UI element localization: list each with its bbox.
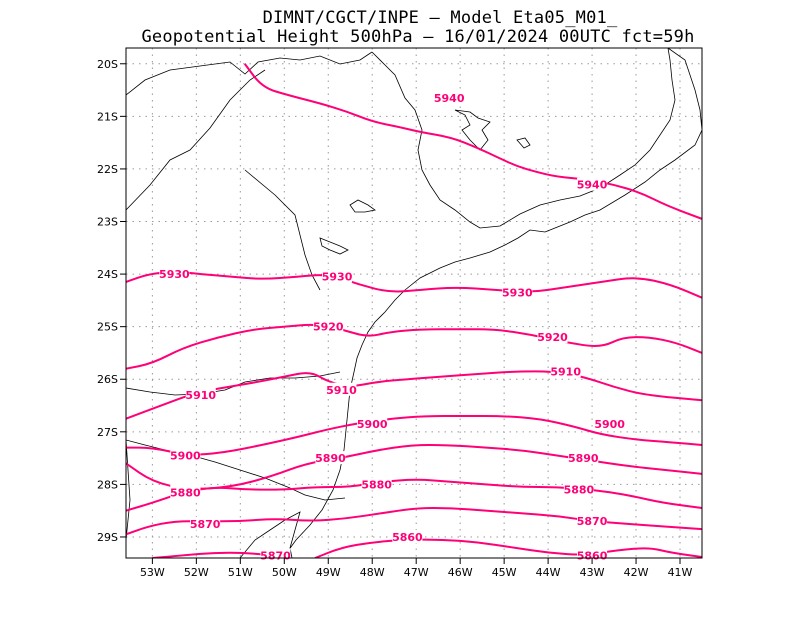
contour-label-5920: 5920 xyxy=(537,331,568,344)
contour-label-bg xyxy=(322,269,353,283)
border-sp-mg xyxy=(371,51,561,229)
contour-label-bg xyxy=(326,382,357,396)
contour-label-bg xyxy=(313,319,344,333)
x-tick-label: 51W xyxy=(228,566,253,579)
contour-label-bg xyxy=(550,364,581,378)
contour-label-5870: 5870 xyxy=(577,515,608,528)
contour-label-bg xyxy=(159,267,190,281)
border-uruguay-rs xyxy=(239,511,301,558)
contour-label-bg xyxy=(594,416,625,430)
contour-label-bg xyxy=(537,330,568,344)
contour-label-bg xyxy=(434,90,465,104)
contour-label-bg xyxy=(170,485,201,499)
x-tick-label: 48W xyxy=(360,566,385,579)
contour-line-5940 xyxy=(243,63,702,220)
map-title-line1: DIMNT/CGCT/INPE – Model Eta05_M01_ xyxy=(262,8,618,28)
contour-labels: 5940 5940 5930 5930 5930 5920 5920 5910 5910 5910… xyxy=(159,90,625,562)
y-tick-label: 21S xyxy=(97,110,118,123)
reservoir-3 xyxy=(319,237,349,255)
contour-label-5900: 5900 xyxy=(594,418,625,431)
contour-label-5860: 5860 xyxy=(577,549,608,562)
contour-line-5930 xyxy=(126,271,702,299)
contour-label-5880: 5880 xyxy=(564,484,595,497)
contour-lines xyxy=(126,63,702,558)
y-tick-label: 27S xyxy=(97,426,118,439)
border-argentina xyxy=(126,439,131,541)
contour-label-bg xyxy=(577,514,608,528)
x-tick-label: 45W xyxy=(492,566,517,579)
contour-label-bg xyxy=(170,448,201,462)
y-tick-label: 28S xyxy=(97,478,118,491)
y-tick-label: 23S xyxy=(97,216,118,229)
x-tick-label: 43W xyxy=(580,566,605,579)
contour-label-5930: 5930 xyxy=(502,286,533,299)
border-mg-rj xyxy=(559,48,676,201)
y-tick-label: 24S xyxy=(97,268,118,281)
x-tick-label: 46W xyxy=(448,566,473,579)
contour-label-bg xyxy=(361,477,392,491)
reservoir-1 xyxy=(454,109,491,151)
contour-label-bg xyxy=(190,516,221,530)
contour-label-5870: 5870 xyxy=(260,549,291,562)
contour-label-5910: 5910 xyxy=(550,365,581,378)
x-tick-label: 53W xyxy=(140,566,165,579)
y-tick-label: 22S xyxy=(97,163,118,176)
contour-line-5860 xyxy=(314,538,702,558)
coastline xyxy=(282,48,702,558)
reservoir-2 xyxy=(349,199,376,213)
border-sp-parana xyxy=(244,169,321,291)
contour-label-5900: 5900 xyxy=(357,418,388,431)
x-tick-label: 47W xyxy=(404,566,429,579)
map-title-line2: Geopotential Height 500hPa – 16/01/2024 … xyxy=(141,27,695,47)
y-tick-label: 25S xyxy=(97,321,118,334)
contour-label-5880: 5880 xyxy=(170,486,201,499)
x-tick-label: 42W xyxy=(624,566,649,579)
y-tick-label: 20S xyxy=(97,58,118,71)
contour-label-bg xyxy=(315,451,346,465)
axis-ticks: 53W 52W 51W 50W 49W 48W 47W 46W 45W 44W 43W 42W 41W 2… xyxy=(97,58,693,579)
contour-label-5930: 5930 xyxy=(322,271,353,284)
contour-label-bg xyxy=(392,529,423,543)
grid-lines xyxy=(126,48,702,558)
contour-label-5900: 5900 xyxy=(170,449,201,462)
contour-label-5910: 5910 xyxy=(326,384,357,397)
x-tick-label: 52W xyxy=(184,566,209,579)
x-tick-label: 50W xyxy=(272,566,297,579)
contour-label-bg xyxy=(357,416,388,430)
y-tick-label: 29S xyxy=(97,531,118,544)
contour-label-bg xyxy=(563,482,594,496)
x-tick-label: 44W xyxy=(536,566,561,579)
contour-label-5870: 5870 xyxy=(190,518,221,531)
contour-label-bg xyxy=(502,285,533,299)
plot-frame xyxy=(125,47,703,559)
contour-label-5860: 5860 xyxy=(392,531,423,544)
border-mato-grosso-parana xyxy=(126,69,266,211)
contour-label-bg xyxy=(185,388,216,402)
reservoir-4 xyxy=(516,137,531,149)
contour-label-5890: 5890 xyxy=(315,452,346,465)
contour-label-5940: 5940 xyxy=(434,92,465,105)
contour-line-5880 xyxy=(126,478,702,512)
contour-line-5890 xyxy=(126,443,702,490)
contour-label-bg xyxy=(577,177,608,191)
contour-label-5920: 5920 xyxy=(313,321,344,334)
border-parana-sc xyxy=(126,371,341,396)
border-paraguay-brazil xyxy=(126,51,373,96)
contour-label-5930: 5930 xyxy=(159,268,190,281)
contour-label-bg xyxy=(568,451,599,465)
x-tick-label: 49W xyxy=(316,566,341,579)
contour-label-5890: 5890 xyxy=(568,452,599,465)
contour-line-5900 xyxy=(126,415,702,456)
y-tick-label: 26S xyxy=(97,373,118,386)
x-tick-label: 41W xyxy=(668,566,693,579)
contour-label-5880: 5880 xyxy=(361,478,392,491)
contour-line-5920 xyxy=(126,323,702,370)
coastline-and-borders xyxy=(126,48,702,558)
contour-label-5940: 5940 xyxy=(577,179,608,192)
contour-label-5910: 5910 xyxy=(185,389,216,402)
